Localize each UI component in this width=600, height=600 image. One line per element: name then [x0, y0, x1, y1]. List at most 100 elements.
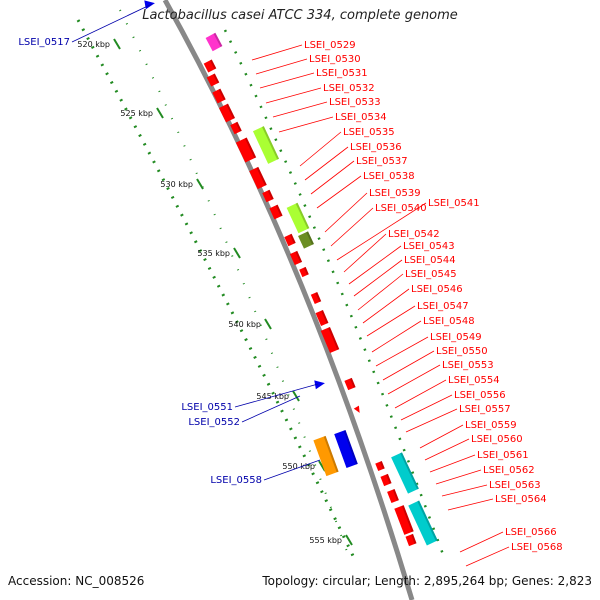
plus-gene-label: LSEI_0537: [356, 156, 408, 167]
lime-feature: [286, 202, 310, 234]
minus-gene-label: LSEI_0552: [188, 417, 240, 428]
label-leader: [278, 116, 334, 133]
label-leader: [387, 364, 441, 395]
plus-gene-label: LSEI_0553: [442, 360, 494, 371]
plus-gene: [269, 204, 283, 220]
kbp-label: 555 kbp: [309, 536, 342, 545]
plus-gene-label: LSEI_0554: [448, 375, 500, 386]
ruler-minor-ticks: [76, 19, 357, 561]
minus-gene-arrow: [314, 380, 325, 390]
label-leader: [419, 424, 464, 449]
plus-gene-label: LSEI_0562: [483, 465, 535, 476]
plus-gene-label: LSEI_0532: [323, 83, 375, 94]
plus-gene-label: LSEI_0559: [465, 420, 517, 431]
plus-gene-label: LSEI_0543: [403, 241, 455, 252]
plus-gene: [203, 59, 217, 73]
plus-gene: [310, 292, 322, 304]
label-leader: [366, 305, 416, 337]
plus-gene: [212, 88, 226, 104]
label-leader: [353, 259, 403, 297]
plus-gene: [387, 488, 399, 504]
label-leader: [424, 438, 470, 461]
gene-labels: LSEI_0529 LSEI_0530 LSEI_0531 LSEI_0532 LSEI…: [18, 37, 562, 553]
plus-gene: [375, 460, 385, 472]
plus-gene: [289, 250, 303, 266]
plus-gene-label: LSEI_0561: [477, 450, 529, 461]
label-leader: [310, 160, 355, 195]
plus-gene-label: LSEI_0566: [505, 527, 557, 538]
label-leader: [336, 202, 427, 261]
label-leader: [272, 101, 328, 118]
accession-text: Accession: NC_008526: [8, 574, 145, 588]
plus-gene-label: LSEI_0533: [329, 97, 381, 108]
label-leader: [304, 146, 349, 181]
plus-gene: [218, 103, 236, 123]
plus-gene: [299, 266, 309, 278]
plus-gene-label: LSEI_0530: [309, 54, 361, 65]
plus-gene: [344, 377, 356, 391]
minus-gene-label: LSEI_0517: [18, 37, 70, 48]
label-leader: [234, 383, 319, 408]
label-leader: [343, 233, 387, 273]
plus-gene: [230, 121, 242, 135]
genome-backbone: [162, 0, 415, 600]
label-leaders: [71, 3, 510, 567]
cyan-feature: [391, 452, 419, 494]
label-leader: [251, 44, 303, 61]
minus-gene: [334, 430, 358, 468]
label-leader: [71, 3, 153, 43]
kbp-label: 520 kbp: [77, 40, 110, 49]
rna-feature: [205, 32, 223, 52]
feature-ring-plus: [223, 29, 447, 561]
gene-features: [144, 0, 438, 547]
plus-gene-label: LSEI_0545: [405, 269, 457, 280]
kbp-label: 530 kbp: [160, 180, 193, 189]
kbp-label: 525 kbp: [120, 109, 153, 118]
plus-gene: [262, 189, 274, 203]
plus-gene-label: LSEI_0564: [495, 494, 547, 505]
olive-feature: [298, 231, 314, 249]
plus-gene-label: LSEI_0541: [428, 198, 480, 209]
plus-gene: [315, 309, 329, 327]
kbp-label: 540 kbp: [228, 320, 261, 329]
label-leader: [241, 395, 301, 423]
plus-gene-label: LSEI_0536: [350, 142, 402, 153]
label-leader: [371, 320, 422, 353]
label-leader: [435, 469, 482, 485]
feature-rings: [119, 9, 447, 561]
plus-gene-label: LSEI_0550: [436, 346, 488, 357]
plus-gene-label: LSEI_0563: [489, 480, 541, 491]
plus-gene-label: LSEI_0538: [363, 171, 415, 182]
label-leader: [348, 245, 402, 285]
plus-gene-label: LSEI_0529: [304, 40, 356, 51]
plus-gene: [320, 327, 340, 353]
plus-gene-label: LSEI_0540: [375, 203, 427, 214]
label-leader: [324, 192, 368, 233]
plus-gene-label: LSEI_0535: [343, 127, 395, 138]
plus-gene-label: LSEI_0544: [404, 255, 456, 266]
label-leader: [382, 350, 435, 381]
plus-gene-label: LSEI_0542: [388, 229, 440, 240]
label-leader: [316, 175, 362, 209]
label-leader: [263, 459, 321, 481]
kbp-major-tick: [345, 534, 353, 546]
plus-gene-arrow: [353, 405, 360, 413]
plus-gene-label: LSEI_0568: [511, 542, 563, 553]
plus-gene-label: LSEI_0531: [316, 68, 368, 79]
lime-feature: [252, 126, 280, 164]
label-leader: [362, 288, 410, 324]
plus-gene-label: LSEI_0557: [459, 404, 511, 415]
label-leader: [429, 454, 476, 473]
minus-gene-label: LSEI_0558: [210, 475, 262, 486]
kbp-label: 550 kbp: [282, 462, 315, 471]
minus-gene-label: LSEI_0551: [181, 402, 233, 413]
plus-gene-label: LSEI_0539: [369, 188, 421, 199]
label-leader: [394, 379, 447, 409]
plus-gene: [405, 533, 417, 547]
label-leader: [459, 531, 504, 553]
label-leader: [447, 498, 494, 511]
label-leader: [465, 546, 510, 567]
kbp-major-tick: [156, 107, 164, 119]
label-leader: [405, 408, 458, 433]
